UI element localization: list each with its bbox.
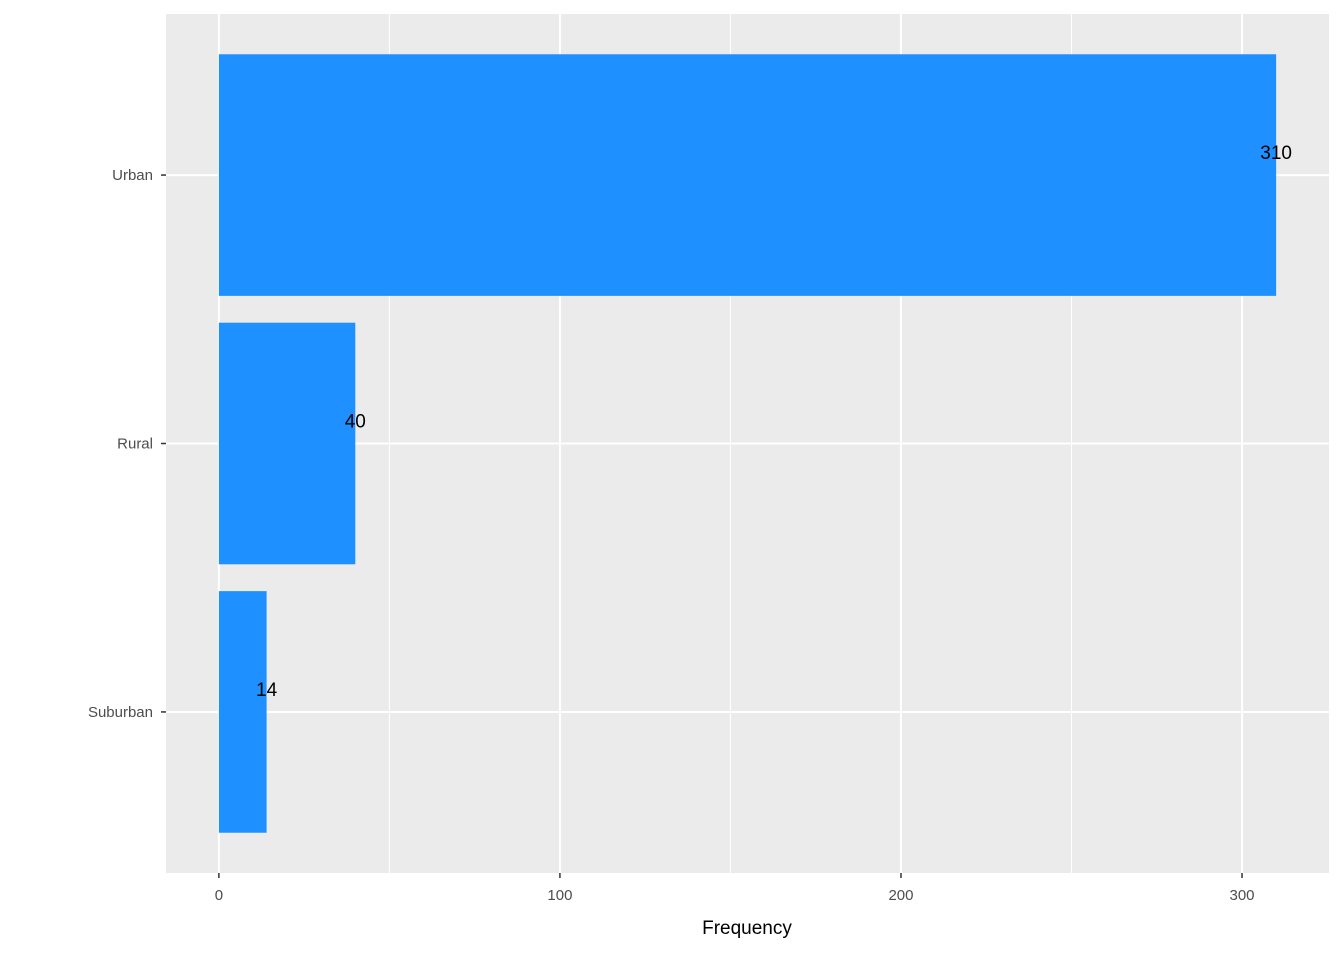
bar	[218, 322, 356, 565]
x-tick-label: 200	[888, 887, 913, 904]
bar	[218, 54, 1277, 296]
value-label: 14	[256, 680, 278, 701]
value-label: 40	[345, 412, 366, 433]
bar	[218, 591, 267, 833]
x-tick-label: 0	[215, 887, 223, 904]
y-tick-label: Suburban	[88, 704, 153, 721]
value-label: 310	[1260, 143, 1292, 164]
x-tick-label: 100	[547, 887, 572, 904]
x-axis-title: Frequency	[702, 918, 792, 939]
x-tick-label: 300	[1230, 887, 1255, 904]
y-tick-label: Rural	[117, 435, 153, 452]
y-tick-label: Urban	[112, 167, 153, 184]
